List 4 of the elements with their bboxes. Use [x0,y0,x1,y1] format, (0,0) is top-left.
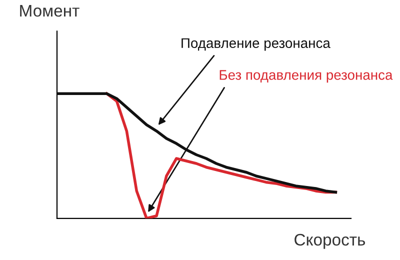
y-axis-title: Момент [20,5,80,17]
text: Подавление резонанса [182,38,330,51]
text: Без подавления резонанса [220,70,393,83]
x-axis-title: Скорость [294,234,366,249]
